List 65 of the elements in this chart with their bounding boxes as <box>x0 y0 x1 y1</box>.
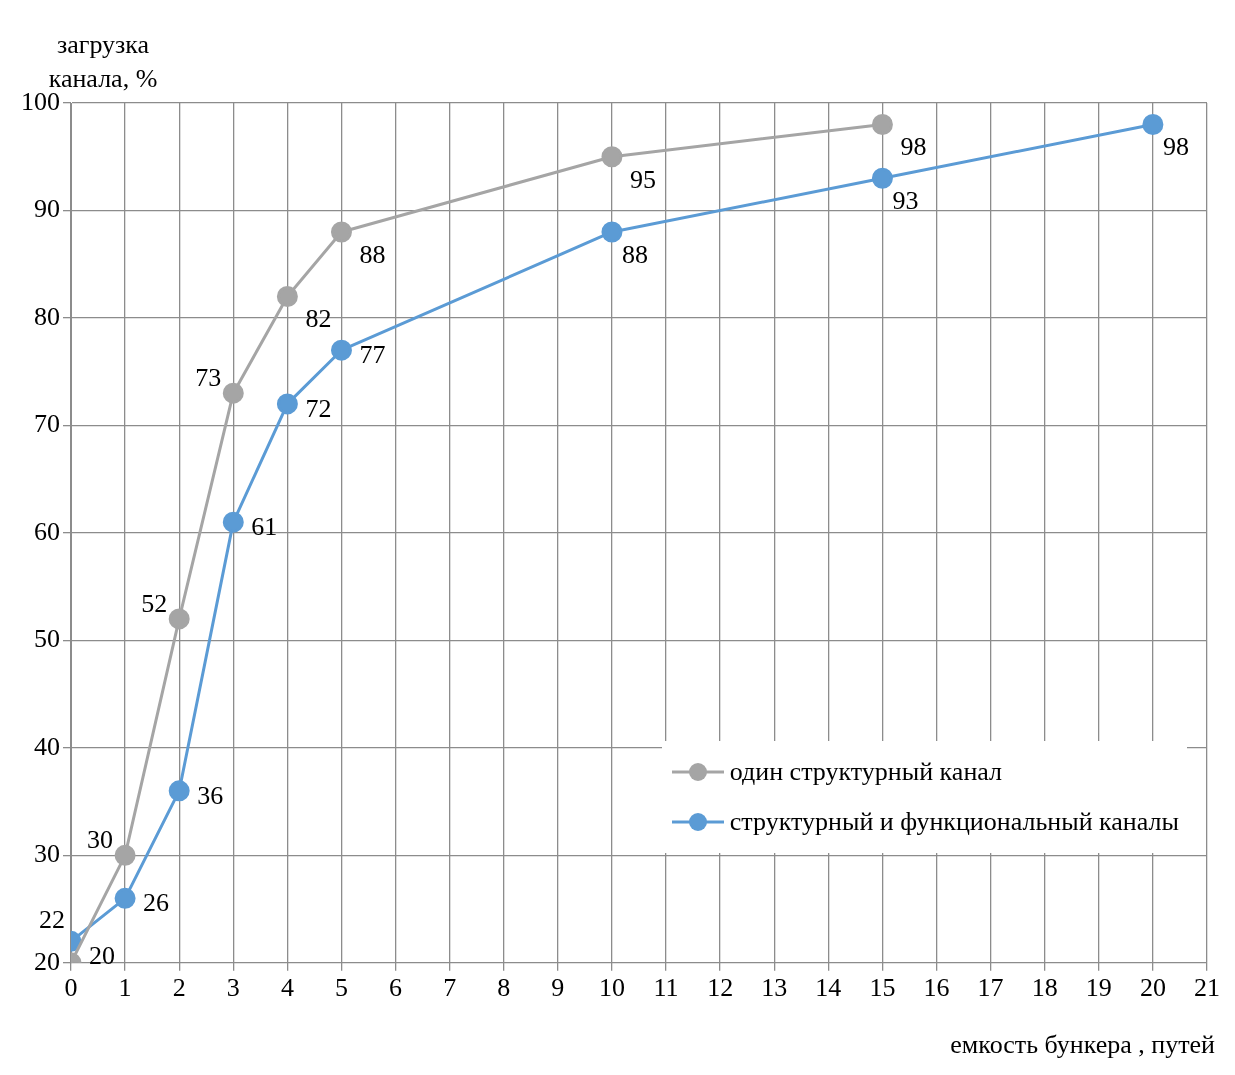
x-tick-label: 16 <box>923 973 950 1003</box>
point <box>330 221 352 243</box>
y-tick-label: 80 <box>34 301 60 331</box>
x-tick-label: 7 <box>443 973 457 1003</box>
x-tick-label: 19 <box>1085 973 1112 1003</box>
data-label: 77 <box>359 340 386 370</box>
x-axis-title: емкость бункера , путей <box>950 1030 1215 1060</box>
x-tick-label: 8 <box>497 973 511 1003</box>
point <box>114 844 136 866</box>
data-label: 52 <box>141 588 168 618</box>
data-label: 82 <box>305 304 332 334</box>
x-tick-label: 1 <box>118 973 132 1003</box>
x-tick-label: 11 <box>653 973 679 1003</box>
x-tick-label: 17 <box>977 973 1004 1003</box>
x-tick-label: 9 <box>551 973 565 1003</box>
data-label: 98 <box>900 132 927 162</box>
x-tick-label: 5 <box>334 973 348 1003</box>
point <box>222 382 244 404</box>
x-tick-label: 12 <box>707 973 734 1003</box>
point <box>168 608 190 630</box>
y-tick-label: 90 <box>34 194 60 224</box>
point <box>276 393 298 415</box>
point <box>871 167 893 189</box>
point <box>330 339 352 361</box>
data-label: 88 <box>359 239 386 269</box>
x-tick-label: 21 <box>1194 973 1220 1003</box>
x-tick-label: 2 <box>172 973 186 1003</box>
data-label: 30 <box>87 825 114 855</box>
point <box>276 285 298 307</box>
data-label: 36 <box>197 780 224 810</box>
data-label: 73 <box>195 363 222 393</box>
x-tick-label: 18 <box>1031 973 1058 1003</box>
y-tick-label: 70 <box>34 409 60 439</box>
y-tick-label: 50 <box>34 624 60 654</box>
data-label: 72 <box>305 393 332 423</box>
point <box>871 114 893 135</box>
y-tick-label: 20 <box>34 946 60 976</box>
point <box>1142 114 1164 135</box>
data-label: 22 <box>39 905 65 935</box>
point <box>168 780 190 802</box>
data-label: 95 <box>629 164 656 194</box>
x-tick-label: 20 <box>1139 973 1166 1003</box>
y-tick-label: 30 <box>34 839 60 869</box>
x-tick-label: 13 <box>761 973 788 1003</box>
data-label: 93 <box>892 186 919 216</box>
point <box>114 887 136 909</box>
x-tick-label: 15 <box>869 973 896 1003</box>
data-label: 61 <box>251 511 278 541</box>
data-label: 98 <box>1162 132 1189 162</box>
legend-label: структурный и функциональный каналы <box>729 807 1179 837</box>
data-label: 88 <box>621 239 648 269</box>
x-tick-label: 4 <box>280 973 294 1003</box>
x-tick-label: 3 <box>226 973 240 1003</box>
point <box>601 146 623 168</box>
data-label: 20 <box>89 940 115 970</box>
point <box>601 221 623 243</box>
x-tick-label: 14 <box>815 973 842 1003</box>
legend-label: один структурный канал <box>729 757 1003 787</box>
point <box>222 511 244 533</box>
x-tick-label: 10 <box>598 973 625 1003</box>
x-tick-label: 6 <box>389 973 403 1003</box>
y-tick-label: 40 <box>34 731 60 761</box>
y-tick-label: 60 <box>34 516 60 546</box>
data-label: 26 <box>143 888 170 918</box>
x-tick-label: 0 <box>64 973 78 1003</box>
